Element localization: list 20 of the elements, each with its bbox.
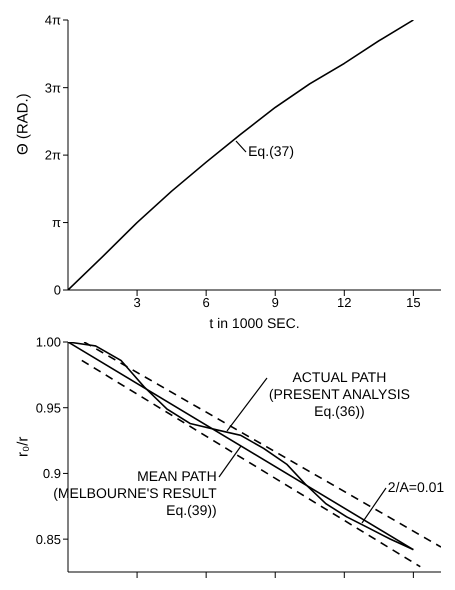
annotation: 2/A=0.01: [388, 479, 444, 496]
y-tick-label: 0.85: [36, 532, 61, 547]
x-tick-label: 9: [272, 295, 279, 310]
y-axis-title: r₀/r: [14, 436, 32, 457]
x-tick-label: 15: [406, 295, 421, 310]
y-tick-label: 0.95: [36, 400, 61, 416]
y-tick-label: 4π: [44, 12, 62, 28]
y-tick-label: 1.00: [36, 334, 61, 350]
y-tick-label: 0.9: [42, 466, 61, 482]
annotation: ACTUAL PATH (PRESENT ANALYSIS Eq.(36)): [268, 369, 410, 420]
x-axis-title: t in 1000 SEC.: [209, 315, 300, 331]
annotation: Eq.(37): [248, 142, 294, 160]
x-tick-label: 12: [337, 295, 352, 310]
y-tick-label: 0: [54, 282, 61, 298]
y-tick-label: π: [52, 215, 62, 230]
x-tick-label: 6: [202, 295, 210, 310]
y-axis-title: Θ (RAD.): [14, 93, 32, 155]
y-tick-label: 2π: [44, 148, 62, 163]
y-tick-label: 3π: [44, 80, 62, 96]
x-tick-label: 3: [133, 295, 141, 310]
